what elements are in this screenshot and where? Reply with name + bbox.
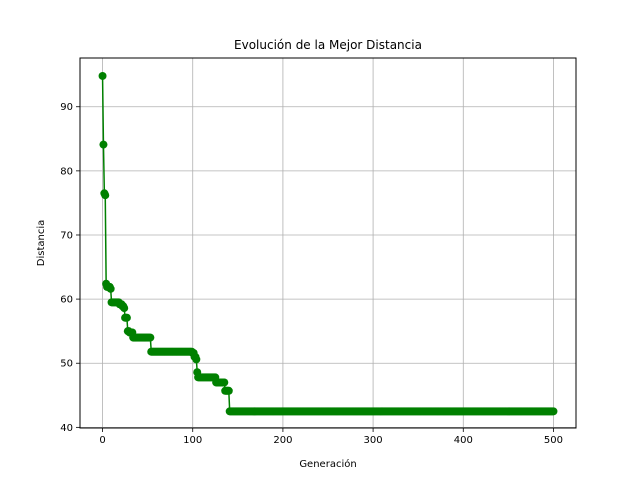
data-point xyxy=(120,304,129,313)
x-tick-label: 400 xyxy=(454,435,473,446)
x-tick-label: 500 xyxy=(544,435,563,446)
y-tick-label: 90 xyxy=(60,102,73,113)
plot-frame xyxy=(79,57,577,429)
y-tick-label: 60 xyxy=(60,295,73,306)
y-tick-label: 80 xyxy=(60,166,73,177)
data-point xyxy=(549,407,558,416)
data-point xyxy=(146,333,155,342)
series xyxy=(98,71,558,416)
data-point xyxy=(192,355,201,364)
data-point xyxy=(122,313,131,322)
data-point xyxy=(101,191,110,200)
x-tick-label: 200 xyxy=(273,435,292,446)
data-point xyxy=(99,140,108,149)
x-tick-label: 100 xyxy=(183,435,202,446)
x-axis-label: Generación xyxy=(299,458,356,470)
data-point xyxy=(98,71,107,80)
grid xyxy=(80,58,576,428)
data-point xyxy=(106,284,115,293)
chart-title: Evolución de la Mejor Distancia xyxy=(234,38,422,52)
x-tick-label: 300 xyxy=(364,435,383,446)
y-tick-label: 50 xyxy=(60,359,73,370)
ticks: 0 100 200 300 400 500 40 50 60 70 80 90 xyxy=(60,102,563,446)
y-axis-label: Distancia xyxy=(36,220,47,266)
y-tick-label: 40 xyxy=(60,423,73,434)
x-tick-label: 0 xyxy=(99,435,105,446)
data-point xyxy=(220,378,229,387)
data-point xyxy=(224,386,233,395)
y-tick-label: 70 xyxy=(60,230,73,241)
